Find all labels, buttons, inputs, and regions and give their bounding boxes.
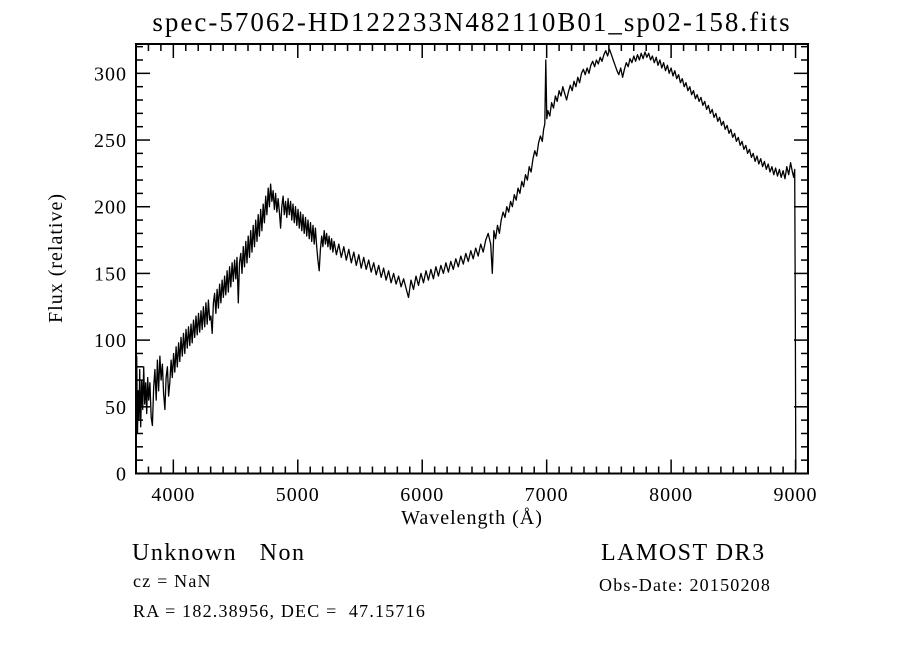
- y-tick-label: 250: [94, 130, 127, 152]
- spectrum-line: [135, 48, 797, 472]
- x-axis-tick-labels: 4000 5000 6000 7000 8000 9000: [151, 484, 818, 506]
- obs-date-annotation: Obs-Date: 20150208: [599, 575, 772, 595]
- y-tick-label: 200: [94, 197, 127, 219]
- y-tick-label: 0: [116, 464, 127, 486]
- y-tick-label: 150: [94, 263, 127, 285]
- x-axis-label: Wavelength (Å): [401, 507, 543, 529]
- x-tick-label: 5000: [276, 484, 320, 506]
- class-annotation: Unknown Non: [132, 540, 306, 566]
- x-tick-label: 6000: [400, 484, 444, 506]
- x-tick-label: 8000: [649, 484, 693, 506]
- y-tick-label: 50: [105, 397, 127, 419]
- y-tick-label: 100: [94, 330, 127, 352]
- y-axis-label: Flux (relative): [45, 193, 67, 323]
- figure-title: spec-57062-HD122233N482110B01_sp02-158.f…: [152, 7, 792, 37]
- x-tick-label: 9000: [774, 484, 818, 506]
- survey-annotation: LAMOST DR3: [601, 540, 766, 566]
- y-tick-label: 300: [94, 63, 127, 85]
- x-tick-label: 7000: [525, 484, 569, 506]
- cz-annotation: cz = NaN: [133, 571, 212, 591]
- y-axis-tick-labels: 0 50 100 150 200 250 300: [94, 63, 127, 486]
- ra-dec-annotation: RA = 182.38956, DEC = 47.15716: [133, 601, 427, 621]
- x-tick-label: 4000: [151, 484, 195, 506]
